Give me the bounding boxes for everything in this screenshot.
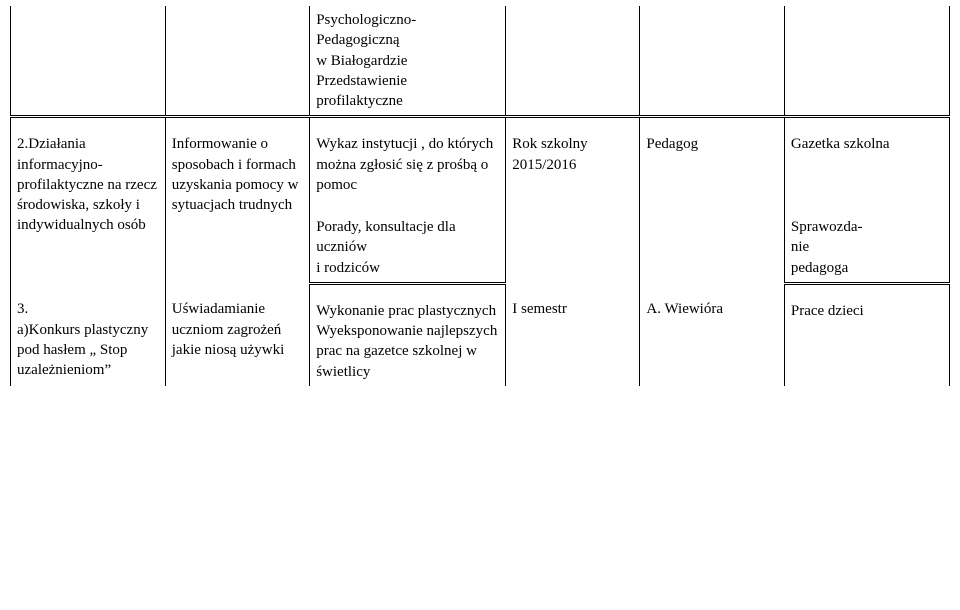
cell (784, 6, 949, 117)
cell-text: Psychologiczno-Pedagogicznąw Białogardzi… (316, 12, 416, 109)
cell: I semestr (506, 283, 640, 386)
cell-text: Gazetka szkolna (791, 136, 890, 152)
cell: Prace dzieci (784, 283, 949, 386)
cell: Wykaz instytucji , do których można zgło… (310, 117, 506, 199)
cell (165, 6, 309, 117)
document-page: Psychologiczno-Pedagogicznąw Białogardzi… (0, 0, 960, 386)
table-row: 2.Działania informacyjno-profilaktyczne … (11, 117, 950, 199)
table-row: 3.a)Konkurs plastyczny pod hasłem „ Stop… (11, 283, 950, 386)
cell: A. Wiewióra (640, 283, 784, 386)
cell-text: 3.a)Konkurs plastyczny pod hasłem „ Stop… (17, 301, 148, 378)
cell-text: A. Wiewióra (646, 301, 723, 317)
cell: Wykonanie prac plastycznychWyeksponowani… (310, 283, 506, 386)
cell: Sprawozda-niepedagoga (784, 199, 949, 283)
cell (640, 6, 784, 117)
cell (506, 6, 640, 117)
cell-text: 2.Działania informacyjno-profilaktyczne … (17, 136, 157, 233)
cell (11, 6, 166, 117)
cell: Gazetka szkolna (784, 117, 949, 199)
cell-text: Informowanie o sposobach i formach uzysk… (172, 136, 299, 213)
cell-text: Sprawozda-niepedagoga (791, 219, 863, 276)
cell: Porady, konsultacje dla uczniówi rodzicó… (310, 199, 506, 283)
table-row: Psychologiczno-Pedagogicznąw Białogardzi… (11, 6, 950, 117)
cell: Uświadamianie uczniom zagrożeń jakie nio… (165, 283, 309, 386)
cell-text: Porady, konsultacje dla uczniówi rodzicó… (316, 219, 455, 276)
cell: Informowanie o sposobach i formach uzysk… (165, 117, 309, 284)
cell: Pedagog (640, 117, 784, 284)
cell-text: Wykonanie prac plastycznychWyeksponowani… (316, 303, 497, 380)
plan-table: Psychologiczno-Pedagogicznąw Białogardzi… (10, 6, 950, 386)
cell: Rok szkolny 2015/2016 (506, 117, 640, 284)
cell: 3.a)Konkurs plastyczny pod hasłem „ Stop… (11, 283, 166, 386)
cell-text: Pedagog (646, 136, 698, 152)
cell-text: Uświadamianie uczniom zagrożeń jakie nio… (172, 301, 284, 358)
cell-text: Rok szkolny 2015/2016 (512, 136, 587, 172)
cell-text: Prace dzieci (791, 303, 864, 319)
cell: 2.Działania informacyjno-profilaktyczne … (11, 117, 166, 284)
cell-text: Wykaz instytucji , do których można zgło… (316, 136, 493, 193)
cell: Psychologiczno-Pedagogicznąw Białogardzi… (310, 6, 506, 117)
cell-text: I semestr (512, 301, 567, 317)
